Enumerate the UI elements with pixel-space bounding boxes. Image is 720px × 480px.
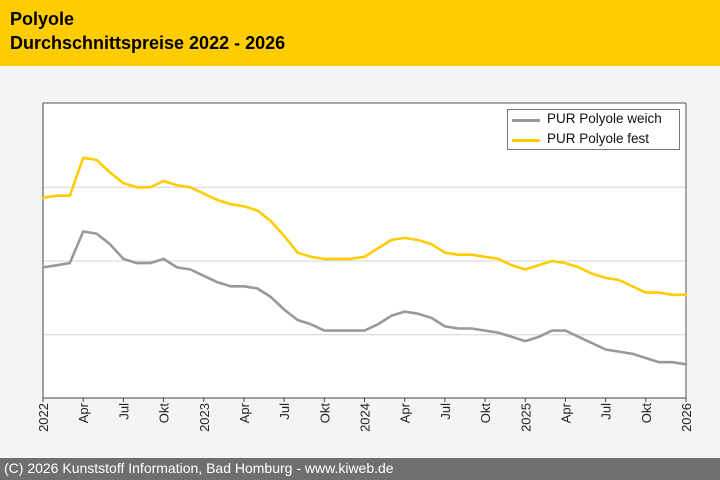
x-tick-label-2: Jul — [116, 403, 131, 420]
x-tick-label-9: Apr — [398, 402, 413, 423]
x-tick-label-12: 2025 — [518, 403, 533, 432]
x-tick-label-0: 2022 — [36, 403, 51, 432]
series-line-weich — [41, 230, 688, 366]
legend-item-weich: PUR Polyole weich — [512, 111, 677, 129]
x-tick-label-14: Jul — [599, 403, 614, 420]
x-tick-label-10: Jul — [438, 403, 453, 420]
x-tick-label-4: 2023 — [197, 403, 212, 432]
x-tick-label-8: 2024 — [358, 403, 373, 432]
series-line-fest — [41, 156, 688, 297]
chart-svg: 2022 Apr Jul Okt 2023 Apr Jul Okt 2024 Apr Jul Okt 2… — [36, 102, 694, 432]
plot-area — [43, 103, 686, 398]
x-tick-label-7: Okt — [317, 403, 332, 424]
x-tick-label-6: Jul — [277, 403, 292, 420]
chart-legend: PUR Polyole weich PUR Polyole fest — [507, 109, 680, 150]
x-tick-label-16: 2026 — [679, 403, 694, 432]
copyright-footer: (C) 2026 Kunststoff Information, Bad Hom… — [0, 458, 720, 480]
chart-subtitle: Durchschnittspreise 2022 - 2026 — [10, 33, 286, 53]
x-tick-label-5: Apr — [237, 402, 252, 423]
legend-label-fest: PUR Polyole fest — [547, 131, 650, 146]
chart-title: Polyole — [10, 9, 75, 29]
x-tick-label-11: Okt — [478, 403, 493, 424]
x-tick-label-3: Okt — [157, 403, 172, 424]
legend-label-weich: PUR Polyole weich — [547, 111, 662, 126]
chart-header: Polyole Durchschnittspreise 2022 - 2026 — [0, 0, 720, 66]
legend-swatch-weich — [512, 119, 540, 122]
x-tick-label-15: Okt — [639, 403, 654, 424]
x-tick-label-1: Apr — [76, 402, 91, 423]
legend-swatch-fest — [512, 139, 540, 142]
x-tick-label-13: Apr — [558, 402, 573, 423]
copyright-text: (C) 2026 Kunststoff Information, Bad Hom… — [4, 460, 394, 476]
legend-item-fest: PUR Polyole fest — [512, 131, 677, 149]
